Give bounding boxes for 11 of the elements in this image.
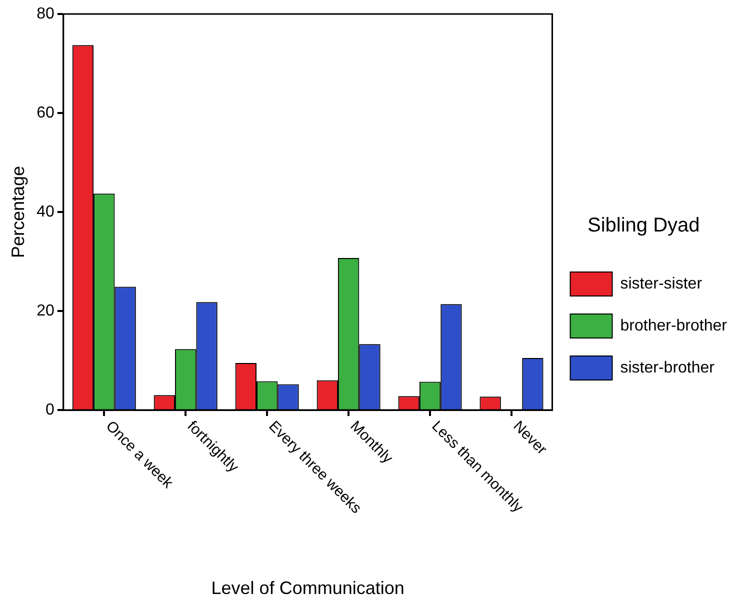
y-tick-label: 80 [36, 5, 54, 22]
y-tick-label: 20 [36, 302, 54, 320]
y-tick-label: 0 [45, 401, 54, 418]
legend-label: brother-brother [620, 317, 728, 334]
legend-label: sister-sister [620, 275, 703, 292]
y-tick-label: 40 [36, 203, 54, 220]
x-axis-title: Level of Communication [211, 578, 404, 598]
y-axis-title: Percentage [8, 166, 28, 258]
y-tick-label: 60 [36, 104, 54, 122]
legend-title: Sibling Dyad [587, 214, 700, 237]
legend-label: sister-brother [620, 359, 716, 376]
